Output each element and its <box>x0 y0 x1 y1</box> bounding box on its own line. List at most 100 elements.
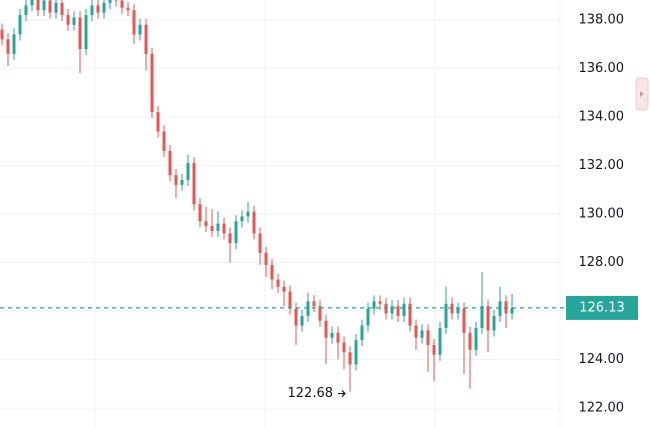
candle-body <box>6 39 10 54</box>
candle-body <box>120 0 124 8</box>
candle-body <box>168 150 172 176</box>
candle-body <box>144 24 148 54</box>
min-arrow <box>338 390 346 398</box>
overlay: 126.13 122.68 <box>0 295 638 401</box>
candle-body <box>408 303 412 326</box>
candle-body <box>486 306 490 331</box>
candle-body <box>132 10 136 35</box>
candle-body <box>468 332 472 350</box>
candle-body <box>264 252 268 265</box>
candle-body <box>222 223 226 234</box>
candle-body <box>150 53 154 113</box>
y-tick-label: 122.00 <box>579 401 625 416</box>
candle-body <box>444 303 448 329</box>
candle-body <box>258 233 262 253</box>
candle-body <box>348 352 352 365</box>
candle-body <box>366 308 370 326</box>
candle-body <box>198 204 202 222</box>
candle-body <box>336 332 340 343</box>
candle-body <box>462 308 466 333</box>
candle-body <box>324 320 328 338</box>
candle-body <box>210 226 214 231</box>
candle-body <box>306 301 310 316</box>
candle-body <box>378 301 382 304</box>
candle-body <box>90 5 94 16</box>
candle-body <box>288 291 292 309</box>
candle-body <box>156 112 160 132</box>
last-price-box <box>566 295 638 320</box>
candle-body <box>270 264 274 280</box>
candle-body <box>294 308 298 326</box>
candle-body <box>396 306 400 316</box>
candle-body <box>384 303 388 314</box>
candle-body <box>318 306 322 321</box>
candle-body <box>234 221 238 244</box>
last-price-label: 126.13 <box>579 300 625 315</box>
candle-body <box>192 163 196 205</box>
candle-body <box>66 15 70 25</box>
candle-body <box>282 286 286 292</box>
candle-body <box>354 340 358 365</box>
candles <box>0 0 514 392</box>
y-tick-label: 138.00 <box>579 12 625 27</box>
candle-body <box>360 325 364 341</box>
candle-body <box>204 221 208 227</box>
candle-body <box>18 15 22 35</box>
candle-body <box>426 330 430 345</box>
candle-body <box>390 306 394 314</box>
grid: 122.00124.00126.00128.00130.00132.00134.… <box>0 12 625 416</box>
candle-body <box>30 0 34 6</box>
candle-body <box>330 332 334 338</box>
candle-body <box>420 330 424 338</box>
candle-body <box>138 24 142 35</box>
y-tick-label: 130.00 <box>579 206 625 221</box>
scroll-tab-icon <box>640 91 644 97</box>
candle-body <box>456 308 460 314</box>
min-label: 122.68 <box>288 386 334 401</box>
candle-body <box>108 0 112 3</box>
candle-body <box>414 325 418 338</box>
candle-body <box>450 303 454 314</box>
candle-body <box>84 15 88 50</box>
candle-body <box>36 0 40 11</box>
candle-body <box>510 307 514 314</box>
candle-body <box>474 328 478 350</box>
candle-body <box>174 175 178 185</box>
y-tick-label: 124.00 <box>579 352 625 367</box>
candle-body <box>102 2 106 13</box>
candle-body <box>96 5 100 13</box>
candle-body <box>24 5 28 16</box>
candle-body <box>276 279 280 287</box>
candle-body <box>54 2 58 13</box>
y-tick-label: 128.00 <box>579 255 625 270</box>
y-tick-label: 136.00 <box>579 61 625 76</box>
candle-body <box>12 34 16 54</box>
candle-body <box>252 211 256 234</box>
candle-body <box>186 163 190 181</box>
candle-body <box>0 29 4 40</box>
candle-body <box>60 2 64 16</box>
candle-body <box>240 216 244 222</box>
candle-body <box>480 306 484 329</box>
candle-body <box>372 301 376 309</box>
candle-body <box>228 233 232 244</box>
candle-body <box>498 301 502 316</box>
candle-body <box>48 0 52 13</box>
candle-body <box>180 180 184 185</box>
candle-body <box>72 17 76 25</box>
y-tick-label: 134.00 <box>579 109 625 124</box>
candle-body <box>246 211 250 217</box>
candle-body <box>438 328 442 355</box>
candle-body <box>162 131 166 151</box>
candle-body <box>312 301 316 307</box>
candle-body <box>342 342 346 353</box>
candle-body <box>402 303 406 316</box>
candle-body <box>216 223 220 231</box>
candle-body <box>126 7 130 11</box>
candle-body <box>492 315 496 331</box>
candle-body <box>432 344 436 355</box>
candle-body <box>300 315 304 326</box>
candle-body <box>42 0 46 11</box>
y-tick-label: 132.00 <box>579 158 625 173</box>
